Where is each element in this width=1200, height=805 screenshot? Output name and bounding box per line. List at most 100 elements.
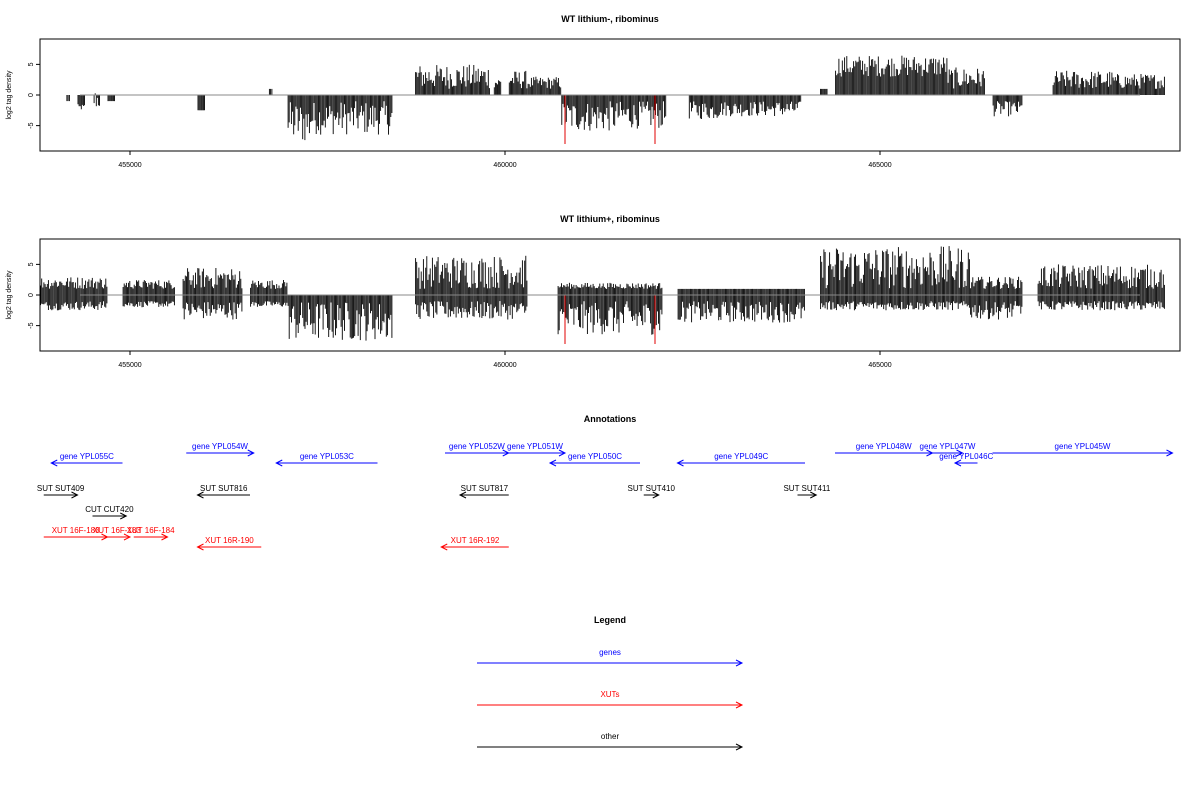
y-axis-label: log2 tag density [6, 70, 13, 120]
annotations-title: Annotations [584, 414, 637, 424]
feature-label: gene YPL052W [449, 442, 505, 451]
x-tick-label: 455000 [118, 362, 141, 369]
arrow-head [652, 491, 660, 499]
arrow-head [123, 533, 132, 541]
arrow-head [735, 659, 744, 667]
y-tick-label: -5 [28, 322, 35, 328]
feature-label: SUT SUT411 [783, 484, 830, 493]
x-tick-label: 465000 [868, 362, 891, 369]
feature-label: SUT SUT410 [628, 484, 676, 493]
x-tick-label: 455000 [118, 162, 141, 169]
legend-title: Legend [594, 615, 626, 625]
arrow-head [558, 449, 567, 457]
arrow-head [440, 543, 448, 551]
arrow-head [196, 543, 204, 551]
feature-arrow: gene YPL053C [275, 452, 378, 467]
feature-label: gene YPL048W [856, 442, 912, 451]
arrow-head [548, 459, 557, 467]
legend-items: genes XUTs other [477, 648, 744, 751]
arrow-head [676, 459, 684, 467]
feature-arrow: XUT 16F-183 [93, 526, 141, 541]
feature-arrow: gene YPL048W [835, 442, 934, 457]
arrow-head [1166, 449, 1174, 457]
feature-label: gene YPL046C [939, 452, 993, 461]
legend-label: other [601, 732, 620, 741]
legend-item: XUTs [477, 690, 744, 709]
arrow-head [161, 533, 169, 541]
arrow-head [120, 512, 128, 520]
x-tick-label: 460000 [493, 362, 516, 369]
feature-arrow: gene YPL046C [939, 452, 994, 467]
y-tick-label: 5 [28, 62, 35, 66]
feature-label: gene YPL049C [714, 452, 768, 461]
y-tick-label: 5 [28, 262, 35, 266]
arrow-head [735, 701, 744, 709]
track-panel-lithium-minus: WT lithium-, ribominus log2 tag density … [6, 14, 1181, 169]
feature-arrow: gene YPL051W [505, 442, 567, 457]
y-tick-label: -5 [28, 122, 35, 128]
panel-title: WT lithium+, ribominus [560, 214, 660, 224]
feature-label: gene YPL051W [507, 442, 563, 451]
y-axis-label: log2 tag density [6, 270, 13, 320]
feature-arrow: SUT SUT411 [783, 484, 831, 499]
arrow-head [196, 491, 204, 499]
feature-label: SUT SUT409 [37, 484, 85, 493]
panel-title: WT lithium-, ribominus [561, 14, 659, 24]
legend-item: genes [477, 648, 744, 667]
feature-label: XUT 16R-190 [205, 536, 254, 545]
y-tick-label: 0 [28, 93, 35, 97]
feature-arrow: XUT 16R-190 [196, 536, 262, 551]
track-panel-lithium-plus: WT lithium+, ribominus log2 tag density … [6, 214, 1181, 369]
axes: -5 0 5 455000 460000 465000 [28, 238, 1181, 369]
feature-label: gene YPL045W [1055, 442, 1111, 451]
x-tick-label: 465000 [868, 162, 891, 169]
feature-arrow: XUT 16F-184 [127, 526, 175, 541]
feature-arrow: gene YPL052W [445, 442, 510, 457]
feature-label: SUT SUT817 [461, 484, 509, 493]
arrow-head [247, 449, 255, 457]
feature-label: XUT 16F-184 [127, 526, 175, 535]
density-bars [40, 246, 1165, 344]
feature-arrow: gene YPL055C [50, 452, 123, 467]
arrow-head [735, 743, 744, 751]
feature-label: gene YPL047W [920, 442, 976, 451]
feature-label: SUT SUT816 [200, 484, 248, 493]
feature-arrow: gene YPL050C [548, 452, 640, 467]
legend: Legend genes XUTs other [477, 615, 744, 751]
feature-label: XUT 16F-183 [52, 526, 100, 535]
feature-label: CUT CUT420 [85, 505, 134, 514]
arrow-head [956, 449, 964, 457]
feature-arrow: XUT 16R-192 [440, 536, 509, 551]
feature-label: XUT 16R-192 [451, 536, 500, 545]
feature-label: gene YPL050C [568, 452, 622, 461]
feature-label: gene YPL054W [192, 442, 248, 451]
feature-arrow: gene YPL047W [920, 442, 976, 457]
feature-arrow: gene YPL054W [186, 442, 255, 457]
feature-arrow: SUT SUT817 [458, 484, 509, 499]
feature-arrow: gene YPL049C [676, 452, 805, 467]
feature-arrows: gene YPL055C gene YPL054W gene YPL053C gene… [37, 442, 1174, 551]
x-tick-label: 460000 [493, 162, 516, 169]
legend-item: other [477, 732, 744, 751]
feature-arrow: CUT CUT420 [85, 505, 134, 520]
arrow-head [275, 459, 283, 467]
feature-label: gene YPL053C [300, 452, 354, 461]
y-tick-label: 0 [28, 293, 35, 297]
density-bars [66, 55, 1165, 144]
arrow-head [810, 491, 818, 499]
feature-arrow: gene YPL045W [992, 442, 1174, 457]
arrow-head [50, 459, 58, 467]
feature-arrow: SUT SUT409 [37, 484, 85, 499]
feature-label: XUT 16F-183 [93, 526, 141, 535]
arrow-head [458, 491, 467, 499]
feature-arrow: SUT SUT410 [628, 484, 676, 499]
arrow-head [71, 491, 79, 499]
axes: -5 0 5 455000 460000 465000 [28, 38, 1181, 169]
feature-label: gene YPL055C [60, 452, 114, 461]
legend-label: genes [599, 648, 621, 657]
legend-label: XUTs [600, 690, 619, 699]
arrow-head [953, 459, 962, 467]
